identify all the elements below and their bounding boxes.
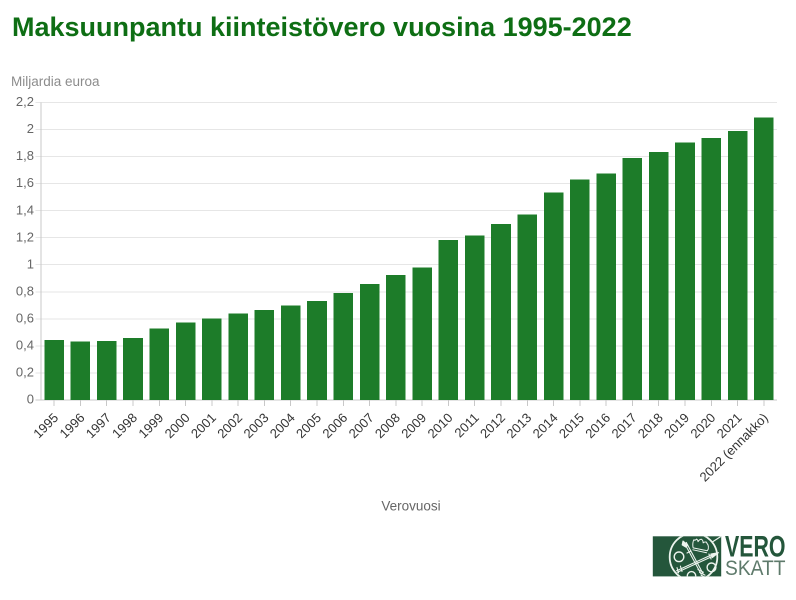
svg-text:1,6: 1,6 <box>16 175 34 190</box>
svg-text:Maksuunpantu kiinteistövero vu: Maksuunpantu kiinteistövero vuosina 1995… <box>12 12 632 42</box>
svg-text:Verovuosi: Verovuosi <box>381 499 440 514</box>
svg-text:0: 0 <box>27 392 34 407</box>
svg-text:SKATT: SKATT <box>725 557 786 580</box>
svg-text:2,2: 2,2 <box>16 94 34 109</box>
svg-text:0,6: 0,6 <box>16 311 34 326</box>
svg-text:VERO: VERO <box>725 531 786 564</box>
svg-text:0,2: 0,2 <box>16 365 34 380</box>
svg-text:1,8: 1,8 <box>16 148 34 163</box>
svg-text:2: 2 <box>27 121 34 136</box>
svg-text:Miljardia euroa: Miljardia euroa <box>11 74 100 89</box>
svg-text:1,2: 1,2 <box>16 229 34 244</box>
svg-text:1: 1 <box>27 256 34 271</box>
svg-text:1,4: 1,4 <box>16 202 34 217</box>
svg-text:0,4: 0,4 <box>16 338 34 353</box>
svg-text:0,8: 0,8 <box>16 283 34 298</box>
